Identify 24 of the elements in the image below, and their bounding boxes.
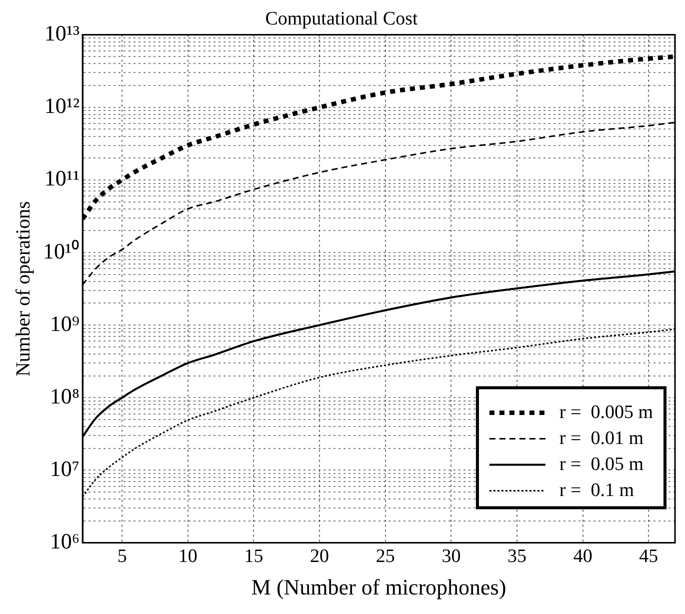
x-tick-label: 20 — [310, 546, 330, 568]
x-tick-label: 45 — [639, 546, 658, 568]
x-tick-label: 5 — [117, 546, 127, 568]
legend-label: r = 0.005 m — [559, 402, 654, 423]
legend-label: r = 0.1 m — [559, 480, 634, 501]
x-tick-label: 40 — [573, 546, 592, 568]
y-tick-label: 10⁶ — [50, 528, 80, 554]
x-axis-title: M (Number of microphones) — [251, 574, 506, 600]
y-tick-label: 10⁷ — [50, 456, 80, 482]
y-axis-title: Number of operations — [12, 200, 34, 377]
x-tick-label: 25 — [376, 546, 395, 568]
y-tick-label: 10⁹ — [50, 310, 80, 336]
legend-label: r = 0.05 m — [559, 454, 644, 475]
y-tick-label: 10¹³ — [44, 20, 80, 46]
legend-label: r = 0.01 m — [559, 428, 644, 449]
y-tick-label: 10¹¹ — [44, 166, 80, 191]
x-tick-label: 15 — [244, 546, 264, 568]
y-tick-label: 10¹⁰ — [42, 238, 80, 264]
y-tick-label: 10⁸ — [50, 383, 80, 408]
chart-title: Computational Cost — [265, 8, 418, 30]
x-tick-label: 35 — [508, 546, 527, 568]
x-tick-label: 10 — [178, 546, 198, 568]
y-tick-label: 10¹² — [44, 93, 80, 118]
x-tick-label: 30 — [442, 546, 461, 568]
